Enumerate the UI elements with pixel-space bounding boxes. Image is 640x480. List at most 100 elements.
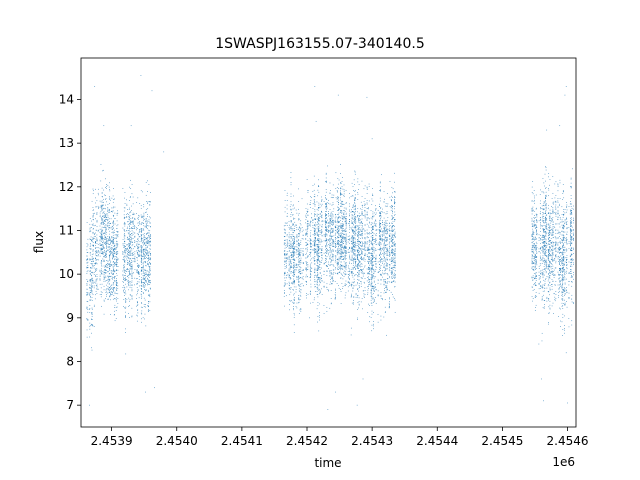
data-point xyxy=(313,299,315,301)
data-point xyxy=(319,288,321,290)
data-point xyxy=(361,243,363,245)
data-point xyxy=(293,282,295,284)
data-point xyxy=(316,254,318,256)
data-point xyxy=(294,241,295,243)
data-point xyxy=(325,195,326,196)
data-point xyxy=(353,227,355,228)
data-point xyxy=(294,260,296,261)
data-point xyxy=(123,207,125,209)
data-point xyxy=(330,252,332,254)
data-point xyxy=(124,203,126,204)
data-point xyxy=(358,247,360,249)
data-point xyxy=(351,216,353,218)
data-point xyxy=(131,315,133,317)
data-point xyxy=(363,259,364,261)
data-point xyxy=(111,197,113,199)
data-point xyxy=(137,239,138,240)
data-point xyxy=(111,207,113,209)
data-point xyxy=(137,264,139,266)
data-point xyxy=(86,318,88,320)
data-point xyxy=(332,280,334,282)
data-point xyxy=(293,255,294,257)
data-point xyxy=(86,259,88,260)
data-point xyxy=(299,227,300,228)
data-point xyxy=(292,228,294,230)
data-point xyxy=(298,243,300,245)
data-point xyxy=(113,268,115,270)
data-point xyxy=(366,236,368,238)
data-point xyxy=(101,305,102,307)
data-point xyxy=(110,289,111,290)
data-point xyxy=(97,192,99,194)
data-point xyxy=(310,220,311,222)
data-point xyxy=(147,213,148,215)
data-point xyxy=(108,289,109,291)
data-point xyxy=(357,178,359,180)
data-point xyxy=(92,225,94,226)
data-point xyxy=(106,246,107,248)
data-point xyxy=(314,218,315,220)
data-point xyxy=(362,228,364,230)
data-point xyxy=(349,215,350,217)
data-point xyxy=(330,221,332,222)
data-point xyxy=(290,242,292,244)
data-point xyxy=(91,312,93,314)
data-point xyxy=(150,217,151,219)
data-point xyxy=(341,249,343,250)
data-point xyxy=(319,261,321,262)
data-point xyxy=(344,251,346,253)
data-point xyxy=(113,314,115,316)
data-point xyxy=(150,226,151,227)
data-point xyxy=(125,298,127,299)
data-point xyxy=(148,265,149,267)
data-point xyxy=(129,240,130,242)
data-point xyxy=(99,200,101,202)
data-point xyxy=(364,241,366,242)
data-point xyxy=(285,275,287,276)
data-point xyxy=(105,234,107,236)
data-point xyxy=(361,233,363,234)
data-point xyxy=(126,199,127,201)
data-point xyxy=(350,284,352,286)
data-point xyxy=(112,222,113,224)
data-point xyxy=(116,270,117,271)
data-point xyxy=(284,230,286,232)
data-point xyxy=(325,227,326,228)
data-point xyxy=(293,314,295,316)
data-point xyxy=(102,238,104,239)
data-point xyxy=(129,243,131,244)
data-point xyxy=(284,250,285,252)
data-point xyxy=(307,225,309,227)
data-point xyxy=(325,252,326,253)
data-point xyxy=(103,201,104,203)
data-point xyxy=(311,239,312,241)
data-point xyxy=(134,258,136,260)
data-point xyxy=(329,221,331,222)
data-point xyxy=(290,246,292,248)
data-point xyxy=(338,250,340,251)
data-point xyxy=(313,253,315,255)
data-point xyxy=(354,231,356,233)
data-point xyxy=(349,281,351,283)
data-point xyxy=(106,217,107,219)
data-point xyxy=(360,248,361,250)
data-point xyxy=(113,253,114,255)
data-point xyxy=(352,214,354,216)
data-point xyxy=(129,263,130,265)
data-point xyxy=(284,229,286,230)
data-point xyxy=(358,228,360,230)
data-point xyxy=(366,223,368,225)
data-point xyxy=(90,244,92,246)
data-point xyxy=(116,225,118,227)
data-point xyxy=(314,209,316,210)
data-point xyxy=(137,225,139,226)
data-point xyxy=(107,267,109,268)
data-point xyxy=(321,224,323,226)
data-point xyxy=(149,269,151,271)
data-point xyxy=(103,233,104,235)
data-point xyxy=(300,308,302,309)
data-point xyxy=(319,216,321,217)
data-point xyxy=(103,241,105,243)
data-point xyxy=(361,228,363,230)
data-point xyxy=(129,221,131,223)
